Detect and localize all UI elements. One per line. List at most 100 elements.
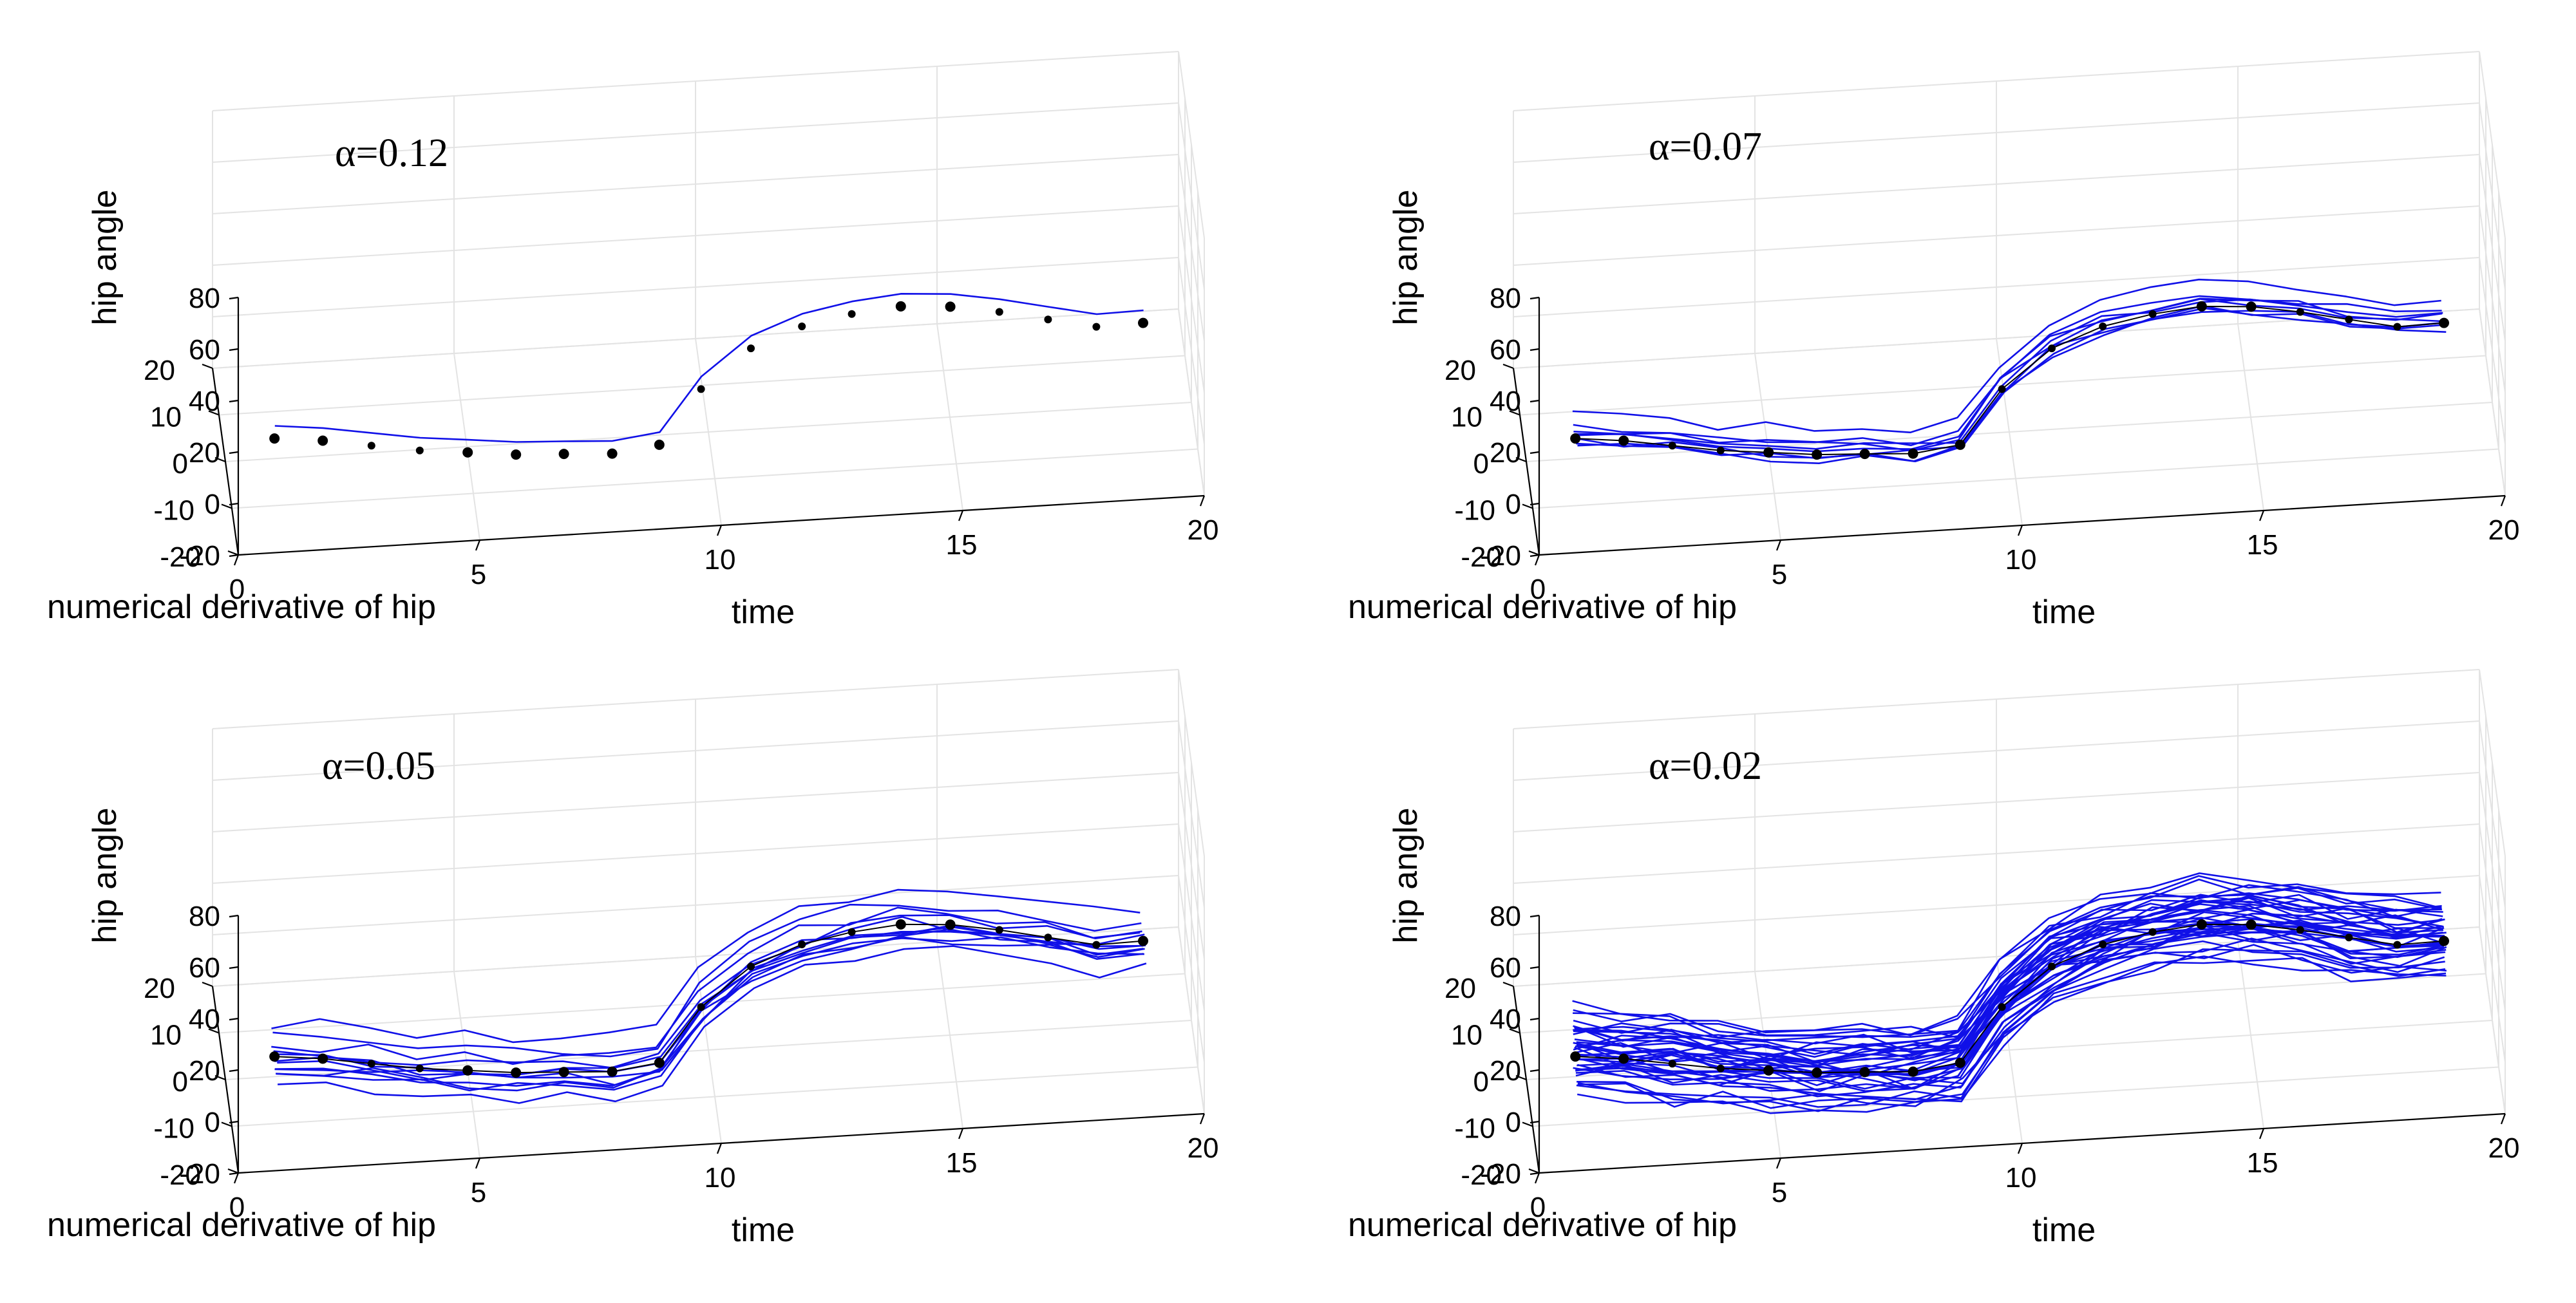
gridline bbox=[1513, 102, 2480, 163]
gridline bbox=[1532, 448, 2499, 509]
x-tick bbox=[2017, 525, 2023, 536]
x-axis-label: time bbox=[732, 1212, 795, 1249]
x-tick-label: 0 bbox=[1530, 574, 1546, 605]
y-tick-label: -20 bbox=[160, 541, 201, 573]
y-axis-label: numerical derivative of hip bbox=[1348, 1206, 1737, 1244]
z-tick bbox=[229, 296, 239, 300]
mean-point bbox=[1668, 1060, 1676, 1068]
trajectory-line bbox=[277, 926, 1146, 1086]
mean-point bbox=[367, 442, 375, 450]
trajectory-line bbox=[1573, 878, 2442, 1038]
z-tick-label: 60 bbox=[189, 952, 220, 984]
trajectory-line bbox=[278, 945, 1147, 1104]
x-tick bbox=[2259, 510, 2265, 521]
z-tick bbox=[1530, 399, 1540, 403]
trajectory-line bbox=[1577, 957, 2447, 1114]
x-tick-label: 20 bbox=[2488, 514, 2520, 546]
mean-point bbox=[1044, 933, 1052, 942]
y-tick-label: -20 bbox=[160, 1159, 201, 1191]
trajectory-line bbox=[1573, 884, 2442, 1042]
mean-point bbox=[848, 928, 856, 936]
z-tick-label: -20 bbox=[1480, 540, 1521, 572]
y-tick bbox=[1515, 1074, 1527, 1081]
z-tick-label: 20 bbox=[1490, 1055, 1521, 1087]
x-tick-label: 10 bbox=[705, 1162, 736, 1194]
mean-point bbox=[848, 310, 856, 318]
x-tick-label: 20 bbox=[1188, 1132, 1219, 1164]
x-tick-label: 20 bbox=[1188, 514, 1219, 546]
z-tick bbox=[229, 1069, 239, 1073]
z-tick-label: 60 bbox=[1490, 952, 1521, 984]
y-tick-label: -20 bbox=[1461, 1159, 1502, 1191]
z-axis-label: hip angle bbox=[86, 807, 124, 943]
x-tick-label: 0 bbox=[229, 1192, 245, 1223]
trajectory-line bbox=[272, 903, 1142, 1058]
z-tick-label: 0 bbox=[1506, 1107, 1521, 1138]
x-tick-label: 10 bbox=[2005, 544, 2037, 576]
mean-point bbox=[747, 344, 755, 353]
mean-point bbox=[462, 1065, 473, 1076]
trajectory-line bbox=[1577, 955, 2447, 1109]
z-tick-label: -20 bbox=[1480, 1158, 1521, 1190]
y-tick bbox=[1509, 1028, 1520, 1034]
y-tick bbox=[227, 550, 239, 556]
mean-point bbox=[2393, 941, 2401, 949]
mean-point bbox=[317, 1053, 328, 1064]
mean-point bbox=[462, 447, 473, 458]
y-tick bbox=[214, 1074, 226, 1081]
z-tick-label: -20 bbox=[179, 540, 220, 572]
z-tick bbox=[1530, 554, 1540, 558]
x-tick bbox=[2017, 1143, 2023, 1154]
trajectory-line bbox=[1573, 295, 2442, 446]
y-tick bbox=[1515, 456, 1527, 463]
mean-point bbox=[1092, 323, 1101, 331]
trajectory-line bbox=[1577, 948, 2446, 1112]
z-axis-label: hip angle bbox=[1387, 189, 1425, 325]
x-tick bbox=[2500, 495, 2506, 507]
alpha-annotation: α=0.12 bbox=[335, 131, 448, 175]
y-tick bbox=[208, 1028, 220, 1034]
z-tick bbox=[1530, 966, 1540, 970]
trajectories bbox=[269, 888, 1148, 1104]
gridline bbox=[212, 669, 1179, 729]
gridline bbox=[225, 402, 1192, 462]
mean-point bbox=[1044, 315, 1052, 324]
x-axis-label: time bbox=[2032, 594, 2096, 631]
mean-point bbox=[2196, 919, 2207, 930]
y-tick bbox=[221, 1121, 232, 1127]
mean-point bbox=[1955, 439, 1965, 450]
trajectory-line bbox=[271, 906, 1141, 1065]
z-tick bbox=[229, 1017, 239, 1021]
x-tick bbox=[716, 525, 723, 536]
z-tick-label: 0 bbox=[1506, 489, 1521, 520]
z-tick bbox=[1530, 1017, 1540, 1021]
x-tick-label: 0 bbox=[1530, 1192, 1546, 1223]
y-tick-label: -10 bbox=[1454, 1113, 1495, 1145]
gridline bbox=[212, 205, 1179, 266]
z-tick-label: 80 bbox=[1490, 283, 1521, 314]
z-tick-label: -20 bbox=[179, 1158, 220, 1190]
y-tick bbox=[214, 456, 226, 463]
z-tick-label: 80 bbox=[189, 901, 220, 932]
mean-point bbox=[2296, 308, 2304, 316]
trajectory-line bbox=[274, 293, 1144, 443]
gridline bbox=[212, 772, 1179, 832]
mean-point bbox=[511, 1067, 522, 1078]
gridline bbox=[231, 1066, 1198, 1127]
mean-point bbox=[654, 1057, 665, 1068]
mean-point bbox=[607, 1066, 618, 1077]
mean-point bbox=[2246, 919, 2257, 930]
mean-point bbox=[415, 1064, 424, 1073]
mean-point bbox=[558, 449, 569, 460]
z-tick bbox=[1530, 296, 1540, 300]
mean-point bbox=[1092, 941, 1101, 949]
y-tick-label: 0 bbox=[1473, 1066, 1489, 1098]
z-tick bbox=[229, 399, 239, 403]
mean-point bbox=[2048, 962, 2056, 971]
y-tick-label: -10 bbox=[153, 495, 194, 527]
mean-point bbox=[367, 1060, 375, 1068]
y-axis-label: numerical derivative of hip bbox=[1348, 588, 1737, 626]
mean-point bbox=[1998, 385, 2006, 393]
mean-point bbox=[558, 1067, 569, 1078]
